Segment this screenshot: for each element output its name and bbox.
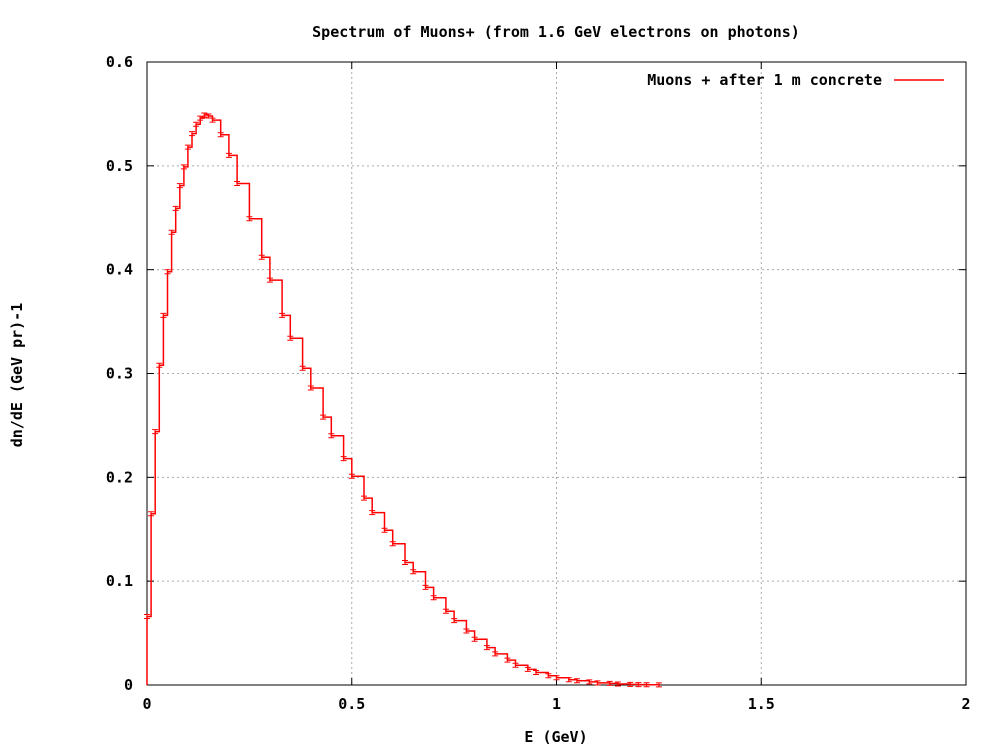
data-point: [320, 414, 327, 420]
data-point: [635, 682, 642, 688]
grid-lines: [147, 62, 966, 685]
data-point: [533, 670, 539, 675]
x-tick-label: 1.5: [748, 695, 775, 713]
data-point: [299, 365, 306, 371]
x-tick-label: 0: [142, 695, 151, 713]
data-point: [574, 678, 580, 684]
data-point: [225, 152, 232, 158]
data-point: [524, 666, 531, 672]
data-point: [209, 117, 216, 123]
data-point: [172, 205, 179, 211]
data-point: [586, 679, 593, 685]
y-tick-label: 0.4: [106, 261, 133, 279]
data-point: [483, 645, 490, 651]
data-point: [307, 385, 314, 391]
data-point: [492, 651, 499, 657]
data-point: [627, 681, 634, 687]
data-point: [234, 181, 241, 186]
data-point: [442, 608, 449, 614]
series-muons-plus: [144, 112, 662, 688]
data-point: [471, 636, 478, 642]
data-point: [348, 473, 355, 479]
y-tick-label: 0.2: [106, 468, 133, 486]
y-tick-label: 0.1: [106, 572, 133, 590]
data-point: [258, 254, 265, 260]
data-point: [180, 164, 187, 170]
data-point: [176, 183, 183, 189]
data-point: [381, 527, 388, 533]
data-point: [328, 433, 335, 439]
data-point: [152, 429, 159, 435]
legend-label: Muons + after 1 m concrete: [647, 71, 882, 89]
data-point: [402, 560, 408, 565]
data-point: [430, 595, 437, 601]
data-point: [369, 510, 376, 516]
data-point: [614, 681, 621, 687]
tick-marks: [146, 61, 967, 686]
x-tick-label: 1: [552, 695, 561, 713]
data-point: [606, 680, 613, 686]
chart-title: Spectrum of Muons+ (from 1.6 GeV electro…: [312, 23, 800, 41]
y-tick-labels: 0 0.1 0.2 0.3 0.4 0.5 0.6: [106, 53, 133, 694]
data-point: [545, 673, 552, 679]
data-point: [451, 618, 458, 624]
data-point: [217, 132, 224, 138]
data-point: [246, 216, 253, 222]
data-point: [594, 680, 601, 686]
data-point: [156, 362, 163, 368]
series-layer: [144, 112, 662, 688]
data-point: [565, 677, 572, 683]
data-point: [655, 682, 662, 688]
y-tick-label: 0.5: [106, 157, 133, 175]
legend: Muons + after 1 m concrete: [647, 71, 944, 89]
data-point: [463, 628, 470, 634]
data-point: [266, 277, 273, 283]
data-point: [287, 335, 294, 341]
data-point: [504, 657, 511, 663]
data-point: [643, 682, 650, 688]
data-point: [279, 312, 286, 318]
y-tick-label: 0.6: [106, 53, 133, 71]
data-point: [361, 495, 367, 501]
y-tick-label: 0: [124, 676, 133, 694]
data-point: [168, 229, 175, 235]
series-line: [146, 114, 660, 686]
data-point: [422, 584, 429, 590]
x-tick-label: 0.5: [338, 695, 365, 713]
data-point: [148, 511, 155, 517]
data-point: [340, 456, 347, 462]
data-point: [160, 312, 167, 318]
data-point: [193, 121, 200, 127]
x-tick-labels: 0 0.5 1 1.5 2: [142, 695, 970, 713]
data-point: [184, 144, 191, 150]
data-point: [164, 269, 171, 275]
x-tick-label: 2: [961, 695, 970, 713]
data-point: [389, 541, 396, 547]
data-point: [410, 569, 417, 575]
data-point: [201, 112, 208, 118]
data-point: [144, 614, 150, 619]
data-point: [512, 662, 519, 668]
x-axis-label: E (GeV): [524, 728, 587, 746]
y-tick-label: 0.3: [106, 365, 133, 383]
data-point: [553, 675, 560, 681]
data-point: [197, 115, 204, 121]
y-axis-label: dn/dE (GeV pr)-1: [8, 303, 26, 448]
data-point: [189, 131, 195, 137]
